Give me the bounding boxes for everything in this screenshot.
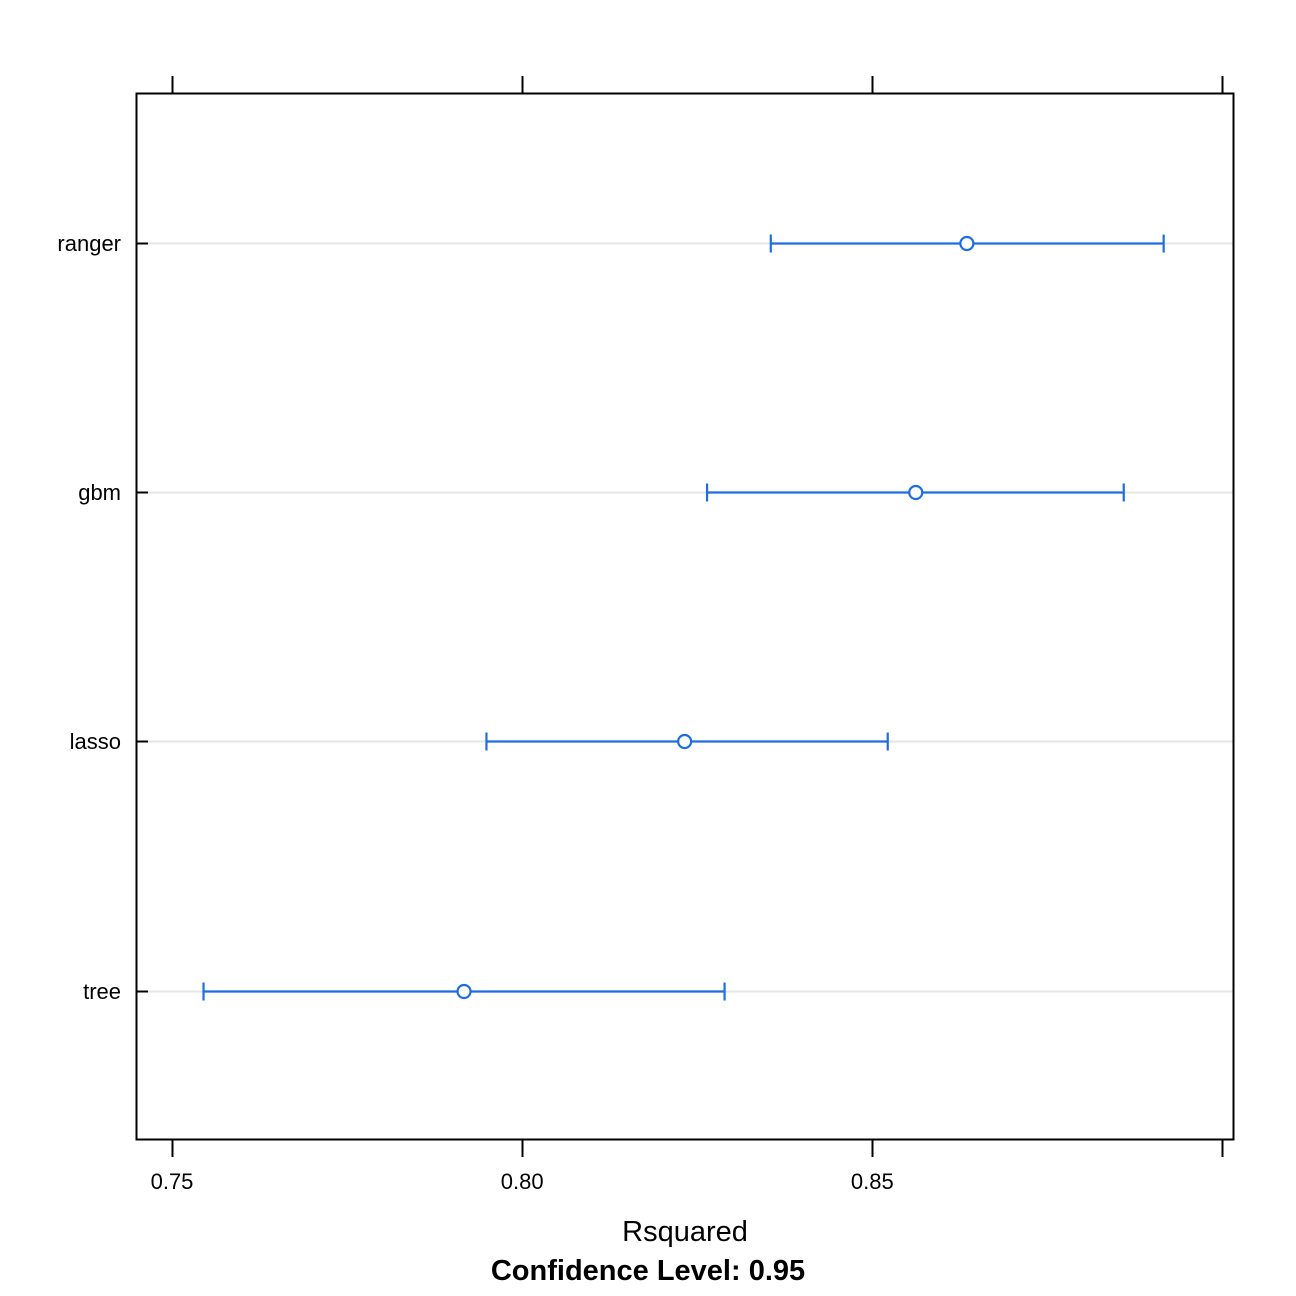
category-label-gbm: gbm bbox=[78, 480, 121, 505]
interval-marks bbox=[202, 234, 1165, 1001]
x-tick-label-1: 0.80 bbox=[501, 1169, 544, 1194]
chart-subtitle: Confidence Level: 0.95 bbox=[491, 1255, 805, 1287]
plot-frame bbox=[135, 92, 1235, 1141]
category-label-lasso: lasso bbox=[70, 729, 121, 754]
estimate-point-gbm bbox=[908, 484, 924, 501]
x-tick-label-0: 0.75 bbox=[151, 1169, 194, 1194]
estimate-point-lasso bbox=[677, 733, 693, 750]
category-label-ranger: ranger bbox=[57, 231, 121, 256]
grid-lines bbox=[137, 242, 1233, 993]
estimate-point-tree bbox=[456, 983, 472, 1000]
x-axis: 0.75 0.80 0.85 bbox=[137, 76, 1224, 1194]
category-labels: ranger gbm lasso tree bbox=[57, 231, 121, 1004]
x-tick-label-2: 0.85 bbox=[851, 1169, 894, 1194]
x-axis-title: Rsquared bbox=[622, 1216, 748, 1248]
category-label-tree: tree bbox=[83, 979, 121, 1004]
estimate-point-ranger bbox=[959, 235, 975, 252]
